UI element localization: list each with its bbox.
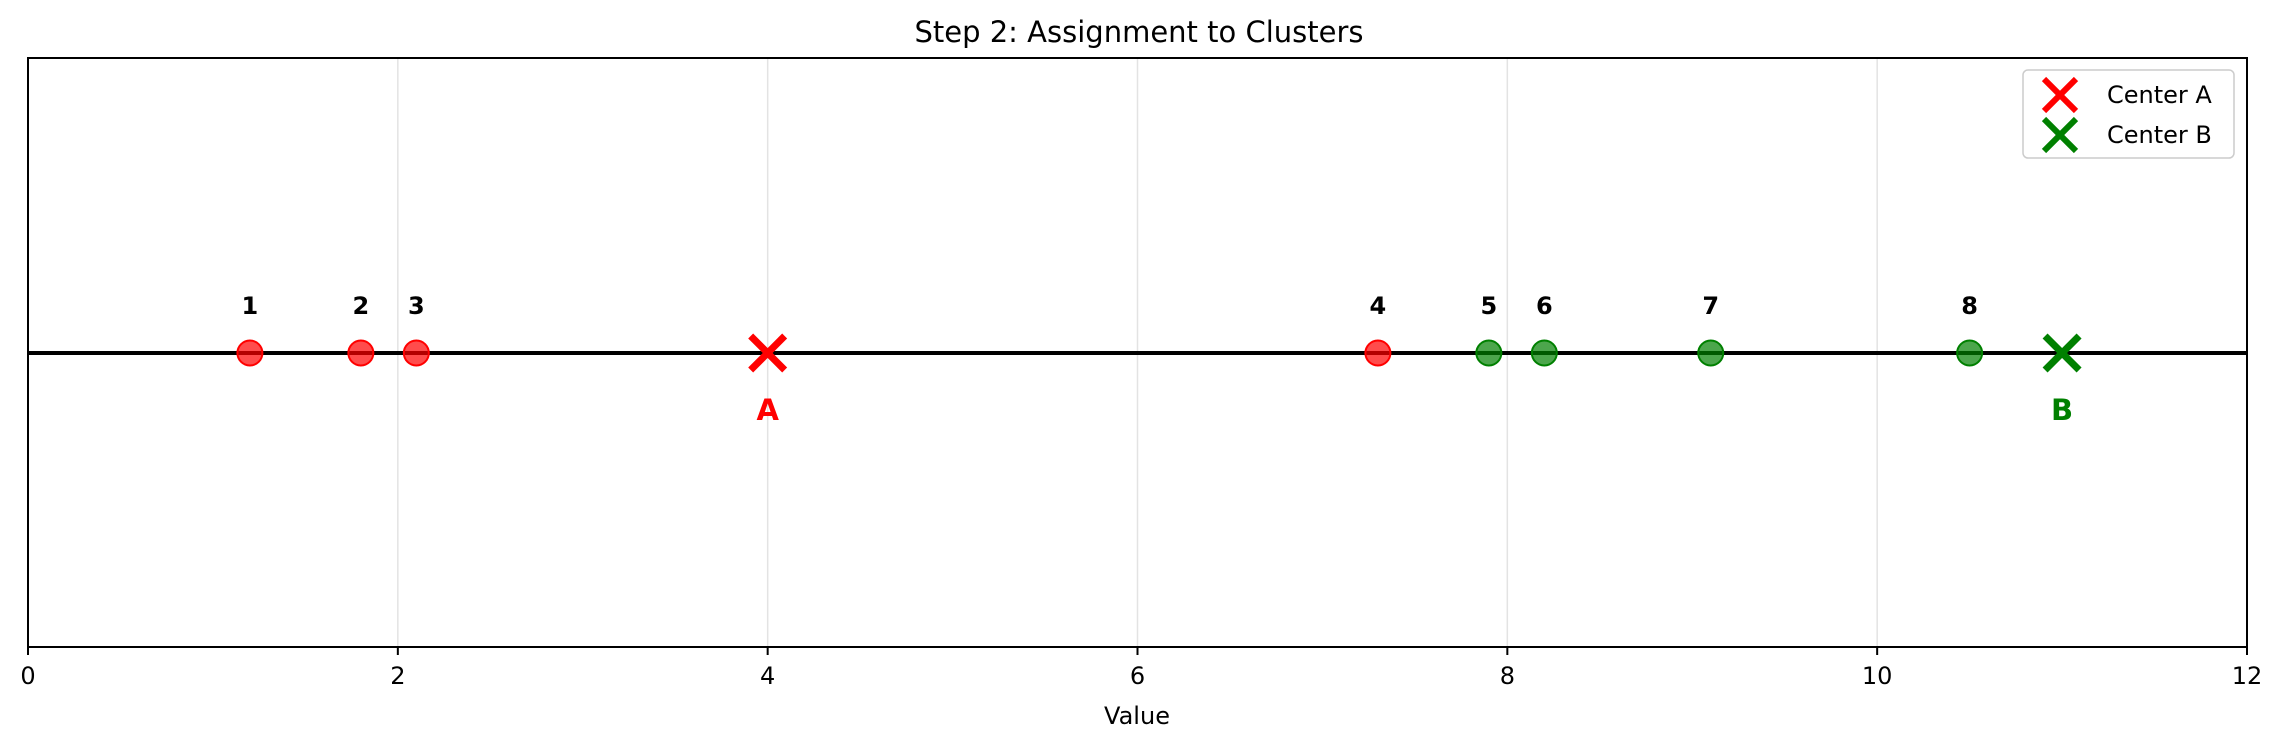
data-point [236, 339, 264, 367]
x-tick-label: 8 [1500, 662, 1515, 690]
x-tick-label: 10 [1862, 662, 1893, 690]
point-label: 8 [1961, 292, 1978, 320]
point-label: 4 [1370, 292, 1387, 320]
legend-box [2022, 69, 2235, 159]
center-marker [748, 333, 788, 373]
data-point [347, 339, 375, 367]
x-tick-label: 2 [390, 662, 405, 690]
data-point [1364, 339, 1392, 367]
data-point [1956, 339, 1984, 367]
legend-marker [2041, 76, 2079, 114]
center-marker [2042, 333, 2082, 373]
center-label: B [2051, 393, 2073, 427]
x-axis-ticks: 0 2 4 6 8 10 12 [20, 647, 2262, 690]
x-tick-label: 0 [20, 662, 35, 690]
data-point [1697, 339, 1725, 367]
point-label: 1 [242, 292, 259, 320]
point-label: 7 [1702, 292, 1719, 320]
data-point [402, 339, 430, 367]
legend-label: Center A [2107, 81, 2212, 109]
point-label: 6 [1536, 292, 1553, 320]
legend-marker [2041, 116, 2079, 154]
chart-title: Step 2: Assignment to Clusters [914, 15, 1363, 49]
legend-label: Center B [2107, 121, 2212, 149]
center-label: A [756, 393, 779, 427]
data-point [1475, 339, 1503, 367]
point-label: 5 [1480, 292, 1497, 320]
x-tick-label: 4 [760, 662, 775, 690]
point-label: 2 [352, 292, 369, 320]
data-points: 1 2 3 4 5 6 7 8 [236, 292, 1984, 367]
x-tick-label: 12 [2232, 662, 2263, 690]
x-tick-label: 6 [1130, 662, 1145, 690]
data-point [1530, 339, 1558, 367]
point-label: 3 [408, 292, 425, 320]
legend: Center A Center B [2022, 69, 2235, 159]
x-axis-label: Value [1104, 702, 1170, 730]
